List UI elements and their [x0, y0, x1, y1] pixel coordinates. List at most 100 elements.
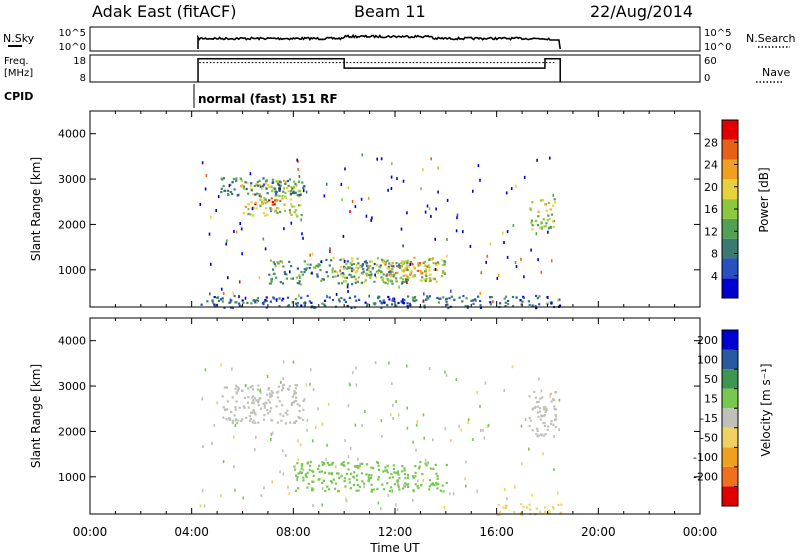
- data-cell: [262, 212, 266, 215]
- data-cell: [227, 189, 230, 192]
- data-cell: [241, 389, 244, 392]
- data-cell: [472, 438, 474, 441]
- data-cell: [340, 282, 344, 285]
- data-cell: [547, 227, 551, 230]
- data-cell: [228, 184, 231, 188]
- data-cell: [496, 513, 499, 516]
- data-cell: [340, 474, 343, 477]
- data-cell: [297, 167, 299, 171]
- data-cell: [264, 247, 267, 251]
- data-cell: [299, 443, 302, 447]
- data-cell: [482, 428, 484, 432]
- data-cell: [540, 433, 543, 437]
- data-cell: [356, 257, 359, 260]
- data-cell: [393, 483, 396, 486]
- data-cell: [277, 183, 280, 186]
- data-cell: [406, 261, 409, 265]
- data-cell: [372, 467, 375, 470]
- data-cell: [312, 504, 314, 508]
- data-cell: [262, 237, 265, 241]
- data-cell: [279, 187, 281, 191]
- y-tick-label: 3000: [58, 173, 86, 186]
- data-cell: [401, 487, 404, 490]
- data-cell: [266, 393, 269, 396]
- data-cell: [269, 282, 273, 285]
- data-cell: [417, 479, 419, 483]
- data-cell: [440, 275, 444, 278]
- data-cell: [357, 457, 359, 461]
- data-cell: [305, 190, 308, 194]
- data-cell: [474, 299, 477, 302]
- data-cell: [534, 219, 537, 223]
- data-cell: [328, 472, 331, 475]
- data-cell: [275, 207, 279, 210]
- data-cell: [434, 262, 438, 265]
- data-cell: [303, 301, 306, 305]
- data-cell: [400, 300, 404, 303]
- data-cell: [484, 381, 487, 385]
- data-cell: [291, 205, 294, 208]
- data-cell: [296, 158, 298, 162]
- data-cell: [309, 464, 312, 467]
- data-cell: [448, 297, 451, 300]
- noise-tick-bottom-right: 10^0: [704, 42, 731, 53]
- data-cell: [321, 302, 324, 305]
- data-cell: [328, 264, 331, 267]
- data-cell: [271, 480, 273, 484]
- data-cell: [242, 301, 245, 305]
- data-cell: [512, 224, 515, 228]
- data-cell: [436, 487, 439, 490]
- data-cell: [296, 282, 299, 285]
- data-cell: [265, 306, 268, 309]
- data-cell: [356, 483, 359, 487]
- data-cell: [332, 478, 335, 481]
- data-cell: [506, 497, 508, 501]
- data-cell: [400, 276, 403, 279]
- data-cell: [331, 462, 334, 465]
- data-cell: [266, 213, 269, 216]
- data-cell: [278, 194, 281, 197]
- data-cell: [288, 260, 291, 263]
- data-cell: [492, 300, 494, 304]
- data-cell: [222, 292, 225, 295]
- data-cell: [537, 405, 540, 408]
- data-cell: [354, 205, 357, 209]
- data-cell: [542, 408, 546, 411]
- colorbar-tick-label: 4: [711, 270, 718, 283]
- data-cell: [370, 466, 373, 469]
- data-cell: [437, 166, 439, 170]
- data-cell: [367, 269, 370, 272]
- data-cell: [412, 489, 415, 492]
- data-cell: [428, 207, 431, 211]
- data-cell: [521, 300, 524, 303]
- data-cell: [251, 385, 254, 388]
- data-cell: [288, 178, 291, 181]
- data-cell: [531, 493, 534, 497]
- data-cell: [346, 260, 349, 263]
- data-cell: [337, 476, 341, 479]
- data-cell: [539, 226, 542, 229]
- data-cell: [544, 410, 547, 413]
- data-cell: [321, 422, 324, 426]
- data-cell: [298, 175, 301, 178]
- data-cell: [496, 276, 499, 280]
- data-cell: [235, 384, 238, 387]
- data-cell: [431, 257, 434, 260]
- data-cell: [223, 189, 226, 193]
- data-cell: [422, 479, 424, 483]
- data-cell: [236, 230, 238, 234]
- data-cell: [554, 408, 557, 411]
- data-cell: [289, 211, 292, 214]
- data-cell: [251, 401, 254, 404]
- data-cell: [401, 269, 404, 272]
- data-cell: [305, 475, 308, 479]
- data-cell: [295, 276, 298, 279]
- data-cell: [547, 295, 549, 299]
- data-cell: [420, 271, 423, 275]
- data-cell: [367, 266, 370, 269]
- data-cell: [233, 294, 236, 298]
- data-cell: [498, 510, 502, 513]
- data-cell: [369, 264, 372, 268]
- data-cell: [256, 181, 259, 184]
- data-cell: [201, 161, 204, 165]
